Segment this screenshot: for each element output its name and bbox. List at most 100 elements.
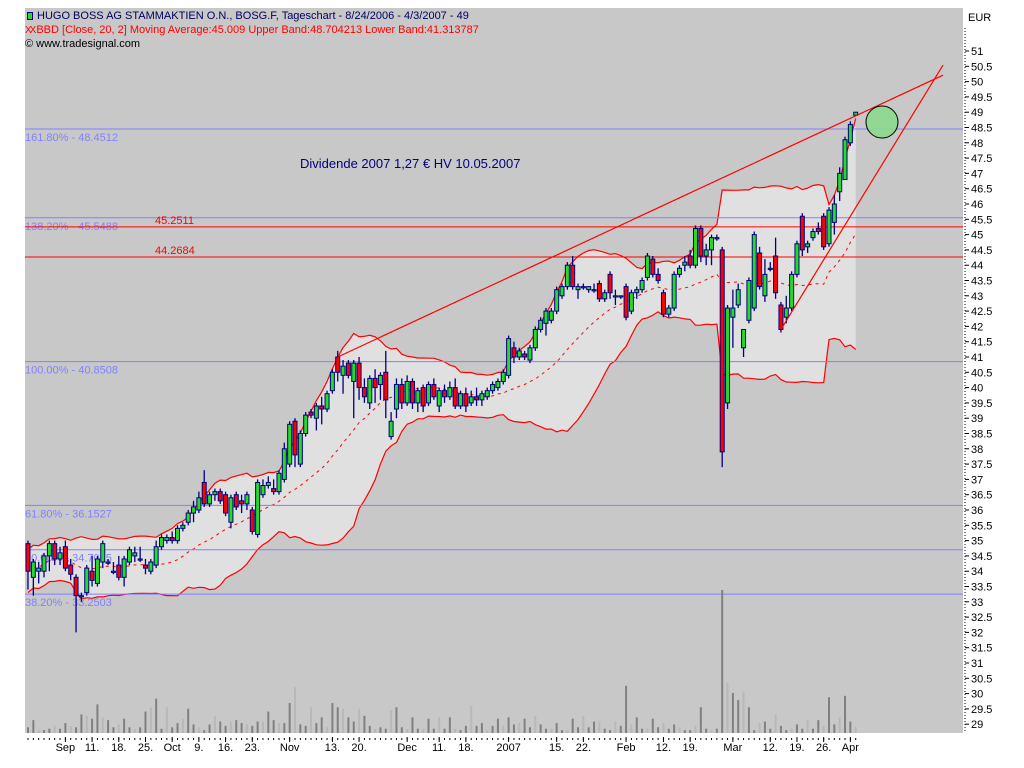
candle bbox=[468, 390, 474, 406]
candle-body bbox=[415, 390, 421, 404]
candle bbox=[367, 375, 373, 410]
volume-bar bbox=[192, 724, 195, 733]
indicator-text: BBD [Close, 20, 2] Moving Average:45.009… bbox=[36, 24, 479, 36]
candle-body bbox=[687, 255, 693, 266]
volume-bar bbox=[758, 722, 761, 733]
volume-bar bbox=[277, 722, 280, 733]
y-tick-label: 39 bbox=[971, 413, 983, 425]
volume-bar bbox=[619, 725, 622, 733]
candle-body bbox=[73, 576, 79, 597]
y-tick-label: 33 bbox=[971, 597, 983, 609]
candle-body bbox=[559, 286, 565, 297]
candle-body bbox=[212, 491, 218, 496]
volume-bar bbox=[374, 728, 377, 733]
candle bbox=[105, 558, 111, 566]
candle-body bbox=[276, 472, 282, 493]
candle bbox=[356, 357, 362, 400]
volume-bar bbox=[187, 708, 190, 733]
candle-body bbox=[180, 524, 186, 529]
candle bbox=[207, 491, 213, 507]
x-tick-label: 15. bbox=[549, 742, 564, 754]
volume-bar bbox=[475, 725, 478, 733]
candle bbox=[345, 360, 351, 379]
candle bbox=[543, 308, 549, 336]
candle bbox=[260, 479, 266, 498]
candle-body bbox=[351, 362, 357, 382]
candle bbox=[463, 387, 469, 413]
candle bbox=[815, 222, 821, 235]
candle-body bbox=[41, 555, 47, 572]
volume-bar bbox=[790, 728, 793, 733]
volume-bar bbox=[149, 707, 152, 733]
volume-bar bbox=[304, 725, 307, 733]
candle bbox=[452, 378, 458, 410]
candle-body bbox=[495, 380, 501, 389]
candle bbox=[217, 488, 223, 504]
volume-bar bbox=[144, 711, 147, 733]
candle bbox=[84, 565, 90, 596]
candle bbox=[239, 494, 245, 514]
candle bbox=[324, 390, 330, 413]
volume-bar bbox=[801, 728, 804, 733]
candle-body bbox=[25, 543, 31, 572]
candle-body bbox=[281, 448, 287, 480]
candle bbox=[527, 344, 533, 364]
y-tick-label: 31.5 bbox=[971, 643, 992, 655]
candle bbox=[730, 289, 736, 348]
candle-body bbox=[271, 488, 277, 493]
candle bbox=[78, 592, 84, 602]
candle bbox=[94, 555, 100, 587]
volume-bar bbox=[753, 730, 756, 733]
candle-body bbox=[442, 390, 448, 398]
candle bbox=[495, 378, 501, 391]
y-tick-label: 50.5 bbox=[971, 61, 992, 73]
volume-bar bbox=[203, 730, 206, 733]
candle-body bbox=[490, 384, 496, 392]
candle-body bbox=[586, 286, 592, 291]
candle bbox=[244, 491, 250, 510]
volume-bar bbox=[411, 717, 414, 733]
volume-bar bbox=[849, 721, 852, 733]
candle-body bbox=[719, 249, 725, 453]
candle-body bbox=[623, 286, 629, 318]
volume-bar bbox=[480, 722, 483, 733]
candle bbox=[415, 387, 421, 413]
candle-body bbox=[367, 377, 373, 404]
candle bbox=[201, 470, 207, 507]
horizontal-line-label: 45.2511 bbox=[155, 215, 194, 227]
y-tick-label: 43 bbox=[971, 291, 983, 303]
candle-body bbox=[554, 289, 560, 312]
y-tick-label: 40.5 bbox=[971, 367, 992, 379]
volume-bar bbox=[272, 720, 275, 733]
volume-bar bbox=[85, 715, 88, 733]
bollinger-band-fill bbox=[28, 118, 856, 599]
candle-body bbox=[671, 273, 677, 309]
y-tick-label: 33.5 bbox=[971, 582, 992, 594]
volume-bar bbox=[197, 727, 200, 733]
candle bbox=[570, 256, 576, 290]
candle bbox=[644, 252, 650, 281]
candle-body bbox=[564, 264, 570, 288]
candle-body bbox=[506, 338, 512, 376]
y-tick-label: 45 bbox=[971, 230, 983, 242]
candle bbox=[650, 256, 656, 278]
candle-body bbox=[580, 286, 586, 289]
candle bbox=[837, 167, 843, 201]
volume-bar bbox=[731, 692, 734, 733]
volume-bar bbox=[486, 730, 489, 733]
candle bbox=[794, 240, 800, 278]
volume-bar bbox=[603, 728, 606, 733]
x-tick-label: 13. bbox=[325, 742, 340, 754]
candle-body bbox=[110, 570, 116, 573]
candle-body bbox=[404, 380, 410, 404]
candle bbox=[623, 283, 629, 321]
volume-bar bbox=[155, 698, 158, 733]
candle bbox=[383, 350, 389, 419]
candle bbox=[559, 283, 565, 299]
x-tick-label: Oct bbox=[164, 742, 181, 754]
candle-body bbox=[794, 243, 800, 275]
candle-body bbox=[78, 595, 84, 598]
highlight-circle bbox=[865, 105, 899, 139]
volume-bar bbox=[235, 720, 238, 733]
y-tick-label: 51 bbox=[971, 46, 983, 58]
